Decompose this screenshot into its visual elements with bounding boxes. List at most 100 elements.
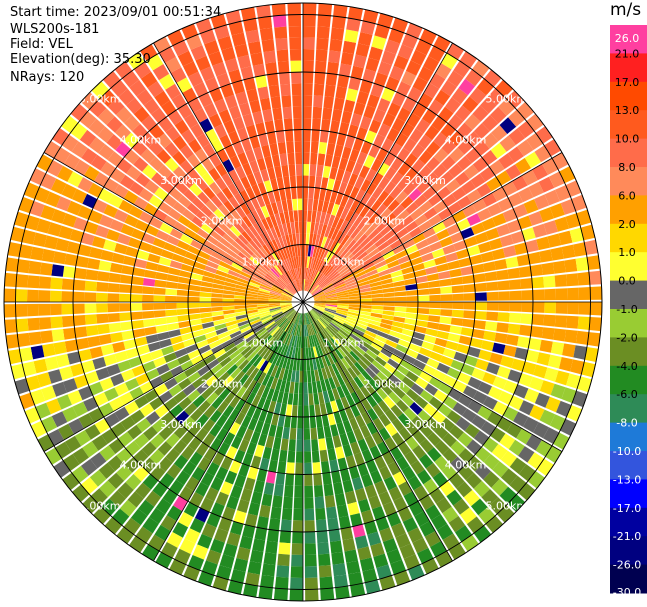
velocity-gate [394, 291, 407, 297]
velocity-gate [345, 281, 358, 288]
velocity-gate [411, 143, 425, 159]
velocity-gate [214, 383, 226, 396]
velocity-gate [547, 354, 562, 369]
velocity-gate [224, 281, 237, 288]
velocity-gate [402, 97, 417, 112]
velocity-gate [307, 281, 314, 292]
velocity-gate [541, 262, 555, 275]
velocity-gate [281, 306, 293, 312]
velocity-gate [335, 285, 347, 292]
velocity-gate [314, 304, 326, 308]
velocity-gate [123, 339, 137, 350]
velocity-gate [107, 293, 120, 302]
velocity-gate [246, 242, 257, 254]
velocity-gate [463, 385, 478, 399]
velocity-gate [475, 463, 491, 480]
velocity-gate [256, 358, 266, 370]
velocity-gate [231, 333, 244, 343]
velocity-gate [311, 285, 320, 295]
velocity-gate [203, 103, 218, 118]
velocity-gate [268, 352, 277, 364]
velocity-gate [377, 441, 390, 456]
velocity-gate [213, 348, 226, 359]
velocity-gate [30, 345, 45, 360]
velocity-gate [48, 369, 63, 384]
velocity-gate [167, 418, 181, 433]
velocity-gate [71, 188, 87, 204]
velocity-gate [397, 44, 414, 60]
velocity-gate [74, 326, 88, 338]
velocity-gate [371, 391, 383, 404]
velocity-gate [527, 471, 545, 489]
velocity-gate [256, 248, 267, 260]
velocity-gate [238, 359, 250, 371]
velocity-gate [235, 255, 247, 265]
velocity-gate [437, 403, 452, 417]
velocity-gate [326, 353, 335, 365]
velocity-gate [313, 306, 324, 313]
velocity-gate [110, 332, 123, 343]
velocity-gate [345, 381, 355, 394]
velocity-gate [305, 336, 308, 348]
velocity-gate [191, 215, 205, 228]
velocity-gate [343, 253, 354, 264]
velocity-gate [452, 402, 467, 416]
velocity-gate [388, 217, 401, 229]
velocity-gate [257, 302, 269, 305]
velocity-gate [438, 323, 451, 332]
velocity-gate [213, 208, 226, 221]
velocity-gate [238, 373, 249, 386]
velocity-gate [324, 154, 333, 167]
velocity-gate [303, 14, 316, 27]
velocity-gate [303, 370, 308, 383]
velocity-gate [230, 209, 242, 222]
velocity-gate [341, 250, 352, 261]
velocity-gate [203, 447, 217, 462]
velocity-gate [573, 345, 587, 360]
velocity-gate [271, 202, 279, 215]
velocity-gate [316, 380, 323, 393]
velocity-gate [16, 318, 29, 333]
velocity-gate [106, 229, 120, 242]
velocity-gate [311, 129, 320, 142]
velocity-gate [73, 315, 86, 326]
colorbar-swatch [610, 507, 647, 537]
velocity-gate [99, 214, 114, 228]
velocity-gate [584, 347, 599, 362]
velocity-gate [153, 356, 167, 368]
velocity-gate [286, 369, 293, 382]
velocity-gate [262, 334, 273, 345]
velocity-gate [277, 277, 287, 287]
velocity-gate [278, 276, 288, 286]
velocity-gate [161, 345, 175, 356]
velocity-gate [281, 293, 293, 299]
velocity-gate [379, 273, 392, 281]
velocity-gate [305, 313, 309, 325]
velocity-gate [255, 327, 266, 336]
velocity-gate [343, 322, 355, 331]
velocity-gate [382, 451, 395, 466]
colorbar-swatch [610, 138, 647, 168]
velocity-gate [509, 457, 527, 475]
velocity-gate [84, 314, 98, 325]
velocity-gate [191, 267, 205, 276]
velocity-gate [292, 520, 303, 532]
velocity-gate [160, 370, 174, 383]
velocity-gate [383, 297, 395, 302]
velocity-gate [256, 207, 265, 220]
velocity-gate [362, 9, 379, 24]
velocity-gate [319, 317, 329, 327]
velocity-gate [284, 415, 291, 428]
velocity-gate [346, 18, 361, 32]
velocity-gate [61, 115, 79, 133]
velocity-gate [182, 208, 196, 221]
velocity-gate [324, 225, 332, 238]
velocity-gate [233, 258, 245, 268]
velocity-gate [417, 409, 432, 424]
velocity-gate [200, 223, 214, 235]
velocity-gate [258, 409, 268, 423]
velocity-gate [304, 279, 307, 291]
colorbar-swatch [610, 53, 647, 83]
velocity-gate [304, 279, 308, 291]
velocity-gate [161, 100, 177, 116]
